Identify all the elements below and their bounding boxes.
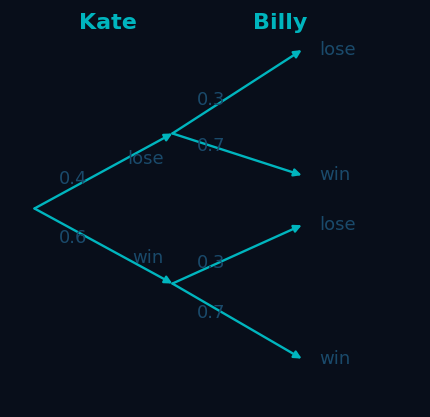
Text: win: win bbox=[318, 166, 350, 184]
Text: lose: lose bbox=[318, 41, 355, 59]
Text: 0.7: 0.7 bbox=[197, 137, 225, 155]
Text: Kate: Kate bbox=[79, 13, 136, 33]
Text: lose: lose bbox=[318, 216, 355, 234]
Text: 0.7: 0.7 bbox=[197, 304, 225, 322]
Text: 0.4: 0.4 bbox=[59, 170, 87, 188]
Text: Billy: Billy bbox=[252, 13, 307, 33]
Text: lose: lose bbox=[127, 150, 163, 168]
Text: win: win bbox=[318, 349, 350, 368]
Text: 0.3: 0.3 bbox=[197, 91, 225, 109]
Text: win: win bbox=[132, 249, 163, 267]
Text: 0.6: 0.6 bbox=[59, 229, 87, 247]
Text: 0.3: 0.3 bbox=[197, 254, 225, 272]
